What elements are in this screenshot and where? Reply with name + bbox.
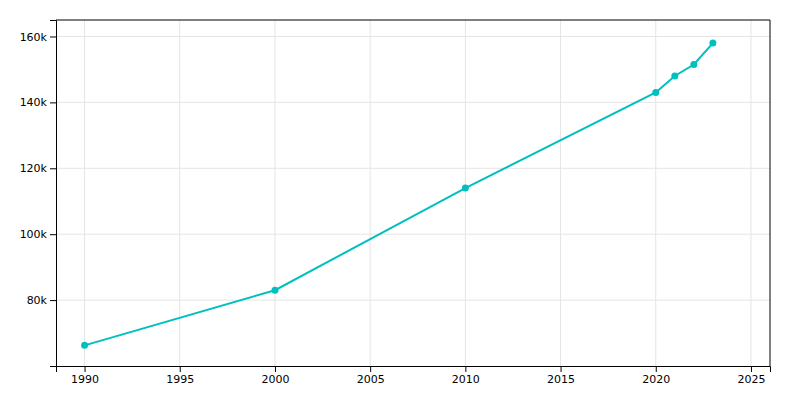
x-tick-label: 2000 <box>261 373 289 386</box>
x-tick: 2000 <box>261 366 289 386</box>
x-tick-label: 2025 <box>737 373 765 386</box>
x-tick: 1990 <box>71 366 99 386</box>
x-tick: 1995 <box>166 366 194 386</box>
y-tick-mark <box>50 36 56 37</box>
chart: 1990 1995 2000 2005 2010 2015 2020 2025 80k 100k 1… <box>0 0 800 400</box>
point <box>671 73 678 80</box>
x-grid-line <box>370 20 371 366</box>
point <box>81 342 88 349</box>
x-grid-line <box>465 20 466 366</box>
y-tick: 120k <box>20 162 56 175</box>
point <box>271 287 278 294</box>
x-tick-mark <box>370 366 371 372</box>
x-tick-mark <box>275 366 276 372</box>
x-tick: 2015 <box>547 366 575 386</box>
y-grid-line <box>56 102 770 103</box>
x-tick: 2005 <box>357 366 385 386</box>
x-tick-mark <box>85 366 86 372</box>
y-grid-line <box>56 300 770 301</box>
x-tick-label: 1995 <box>166 373 194 386</box>
x-tick-label: 2015 <box>547 373 575 386</box>
x-tick-mark <box>656 366 657 372</box>
y-tick-mark <box>50 168 56 169</box>
y-tick-label: 140k <box>20 96 48 109</box>
plot-area: 1990 1995 2000 2005 2010 2015 2020 2025 80k 100k 1… <box>20 20 771 386</box>
x-grid-line <box>655 20 656 366</box>
x-tick-label: 2005 <box>357 373 385 386</box>
point <box>690 61 697 68</box>
x-tick-mark <box>751 366 752 372</box>
x-tick-label: 1990 <box>71 373 99 386</box>
line <box>85 43 713 345</box>
y-axis: 80k 100k 120k 140k 160k <box>20 21 57 367</box>
x-tick-mark <box>465 366 466 372</box>
y-axis-line <box>50 21 57 367</box>
x-grid-line <box>560 20 561 366</box>
plot-frame-top <box>56 20 770 21</box>
y-tick-label: 100k <box>20 228 48 241</box>
y-tick-label: 80k <box>27 294 48 307</box>
y-tick: 140k <box>20 96 56 109</box>
y-tick: 160k <box>20 30 56 43</box>
x-tick: 2025 <box>737 366 765 386</box>
x-tick: 2020 <box>642 366 670 386</box>
x-axis: 1990 1995 2000 2005 2010 2015 2020 2025 <box>57 366 771 386</box>
plot-frame-right <box>770 20 771 366</box>
x-axis-line <box>57 367 771 373</box>
x-tick-label: 2020 <box>642 373 670 386</box>
y-tick-label: 120k <box>20 162 48 175</box>
y-tick-mark <box>50 234 56 235</box>
x-tick-label: 2010 <box>452 373 480 386</box>
x-tick-mark <box>180 366 181 372</box>
point <box>709 40 716 47</box>
y-tick: 80k <box>27 294 56 307</box>
y-grid-line <box>56 36 770 37</box>
x-grid-line <box>179 20 180 366</box>
y-tick-label: 160k <box>20 30 48 43</box>
x-grid-line <box>274 20 275 366</box>
y-tick-mark <box>50 300 56 301</box>
grid <box>56 20 770 366</box>
y-tick-mark <box>50 102 56 103</box>
y-grid-line <box>56 168 770 169</box>
y-tick: 100k <box>20 228 56 241</box>
x-grid-line <box>84 20 85 366</box>
x-grid-line <box>750 20 751 366</box>
point <box>462 185 469 192</box>
data-layer <box>81 40 716 349</box>
x-tick-mark <box>561 366 562 372</box>
y-grid-line <box>56 234 770 235</box>
x-tick: 2010 <box>452 366 480 386</box>
point <box>652 89 659 96</box>
